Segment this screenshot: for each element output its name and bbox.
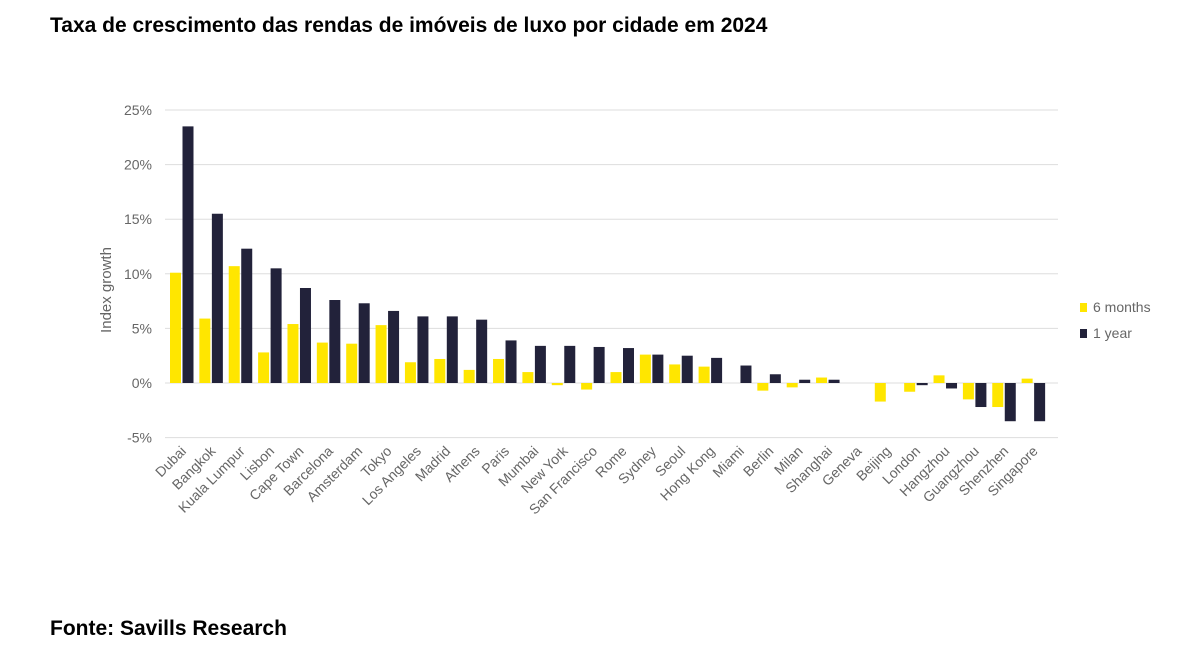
bar-six-months (522, 372, 534, 383)
bar-one-year (270, 268, 282, 383)
bar-six-months (493, 358, 505, 383)
bar-one-year (799, 379, 811, 383)
bar-one-year (299, 287, 311, 383)
y-tick-label: 20% (124, 157, 152, 173)
bar-six-months (1021, 378, 1033, 383)
gridlines (165, 109, 1058, 439)
x-category-label: Berlin (740, 443, 777, 480)
bar-six-months (904, 383, 916, 392)
legend-swatch-six-months (1080, 303, 1087, 312)
bar-one-year (534, 345, 546, 383)
y-tick-label: 25% (124, 102, 152, 118)
chart: -5% 0% 5% 10% 15% 20% 25% Index growth DubaiBa… (98, 102, 1151, 517)
y-tick-label: -5% (127, 430, 152, 446)
bar-one-year (740, 365, 752, 383)
bar-one-year (417, 316, 429, 383)
bar-one-year (241, 248, 253, 383)
bar-one-year (388, 310, 400, 383)
bar-one-year (916, 383, 928, 386)
page-title: Taxa de crescimento das rendas de imóvei… (50, 14, 768, 37)
bar-six-months (816, 377, 828, 383)
bar-six-months (992, 383, 1004, 408)
bar-one-year (593, 346, 605, 383)
bar-six-months (610, 372, 622, 383)
bar-six-months (346, 343, 358, 383)
y-tick-label: 0% (132, 375, 152, 391)
bar-six-months (404, 362, 416, 383)
bar-one-year (446, 316, 458, 383)
bar-one-year (476, 319, 488, 383)
bar-six-months (962, 383, 974, 400)
bar-six-months (933, 375, 945, 383)
bars (170, 126, 1046, 422)
bar-six-months (639, 354, 651, 383)
bar-six-months (170, 272, 181, 383)
bar-one-year (1004, 383, 1016, 422)
bar-six-months (199, 318, 211, 383)
legend: 6 months 1 year (1080, 299, 1151, 341)
bar-one-year (769, 374, 781, 383)
bar-one-year (329, 300, 341, 383)
bar-six-months (698, 366, 710, 383)
x-category-label: Miami (709, 443, 747, 481)
bar-six-months (375, 325, 387, 383)
bar-six-months (228, 266, 240, 383)
bar-one-year (711, 357, 723, 383)
bar-six-months (669, 364, 681, 383)
legend-label-one-year: 1 year (1093, 325, 1132, 341)
bar-six-months (287, 324, 299, 383)
bar-six-months (316, 342, 328, 383)
y-tick-label: 5% (132, 320, 152, 336)
bar-six-months (874, 383, 886, 402)
bar-one-year (652, 354, 664, 383)
bar-six-months (463, 369, 475, 383)
bar-one-year (564, 345, 576, 383)
source-note: Fonte: Savills Research (50, 617, 287, 640)
bar-one-year (975, 383, 987, 408)
bar-six-months (258, 352, 270, 383)
bar-one-year (946, 383, 958, 389)
bar-six-months (786, 383, 798, 388)
bar-one-year (358, 303, 370, 383)
bar-one-year (623, 348, 634, 383)
y-tick-labels: -5% 0% 5% 10% 15% 20% 25% (124, 102, 152, 446)
bar-one-year (828, 379, 840, 383)
bar-one-year (182, 126, 194, 383)
bar-one-year (1034, 383, 1046, 422)
y-axis-title: Index growth (98, 247, 115, 333)
bar-one-year (211, 213, 223, 383)
bar-six-months (551, 383, 563, 386)
y-tick-label: 10% (124, 266, 152, 282)
bar-one-year (505, 340, 517, 383)
bar-six-months (581, 383, 593, 390)
legend-swatch-one-year (1080, 329, 1087, 338)
y-tick-label: 15% (124, 211, 152, 227)
bar-six-months (434, 358, 446, 383)
legend-label-six-months: 6 months (1093, 299, 1151, 315)
bar-one-year (681, 355, 693, 383)
bar-six-months (757, 383, 769, 391)
